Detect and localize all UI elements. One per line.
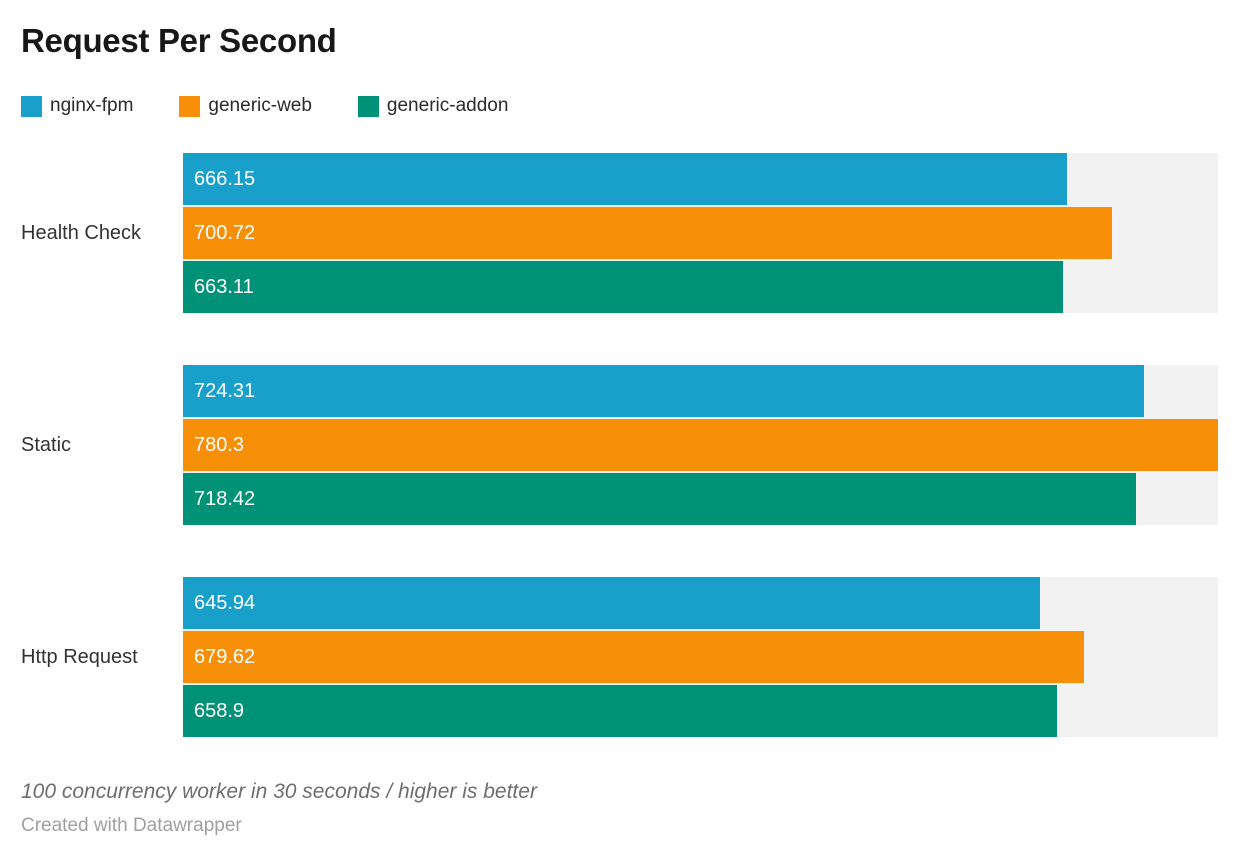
bar-value-label: 679.62 bbox=[194, 645, 256, 668]
bar-generic-addon-http-request: 658.9 bbox=[183, 685, 1057, 737]
legend-label: generic-addon bbox=[386, 95, 509, 116]
bar-generic-addon-static: 718.42 bbox=[183, 473, 1136, 525]
chart-note: 100 concurrency worker in 30 seconds / h… bbox=[21, 780, 537, 803]
bar-value-label: 718.42 bbox=[194, 487, 256, 510]
bar-value-label: 724.31 bbox=[194, 379, 256, 402]
bar-value-label: 666.15 bbox=[194, 167, 256, 190]
legend-item-generic-addon: generic-addon bbox=[357, 95, 509, 117]
legend-label: nginx-fpm bbox=[50, 95, 134, 116]
category-label: Health Check bbox=[21, 221, 142, 244]
bar-value-label: 700.72 bbox=[194, 221, 256, 244]
bar-generic-addon-health-check: 663.11 bbox=[183, 261, 1063, 313]
bar-value-label: 663.11 bbox=[194, 275, 254, 298]
legend-swatch-icon bbox=[21, 95, 42, 117]
datawrapper-attribution: Created with Datawrapper bbox=[21, 815, 242, 836]
bar-group-http-request: Http Request 645.94 679.62 658.9 bbox=[21, 577, 1218, 737]
legend-item-generic-web: generic-web bbox=[179, 95, 312, 117]
bar-group-health-check: Health Check 666.15 700.72 663.11 bbox=[21, 153, 1218, 313]
bar-value-label: 645.94 bbox=[194, 591, 256, 614]
legend-swatch-icon bbox=[357, 95, 379, 117]
bar-track: 645.94 679.62 658.9 bbox=[183, 577, 1218, 737]
bar-nginx-fpm-static: 724.31 bbox=[183, 365, 1144, 417]
bar-group-static: Static 724.31 780.3 718.42 bbox=[21, 365, 1218, 525]
bar-chart: Health Check 666.15 700.72 663.11 Static 724.… bbox=[21, 153, 1218, 737]
bar-nginx-fpm-http-request: 645.94 bbox=[183, 577, 1040, 629]
legend-swatch-icon bbox=[179, 95, 201, 117]
bar-generic-web-http-request: 679.62 bbox=[183, 631, 1085, 683]
bar-nginx-fpm-health-check: 666.15 bbox=[183, 153, 1067, 205]
category-label: Static bbox=[21, 433, 72, 456]
legend: nginx-fpm generic-web generic-addon bbox=[21, 95, 1218, 117]
legend-label: generic-web bbox=[208, 95, 312, 116]
bar-value-label: 780.3 bbox=[194, 433, 245, 456]
bar-track: 724.31 780.3 718.42 bbox=[183, 365, 1218, 525]
legend-item-nginx-fpm: nginx-fpm bbox=[21, 95, 133, 117]
bar-value-label: 658.9 bbox=[194, 699, 245, 722]
bar-track: 666.15 700.72 663.11 bbox=[183, 153, 1218, 313]
chart-title: Request Per Second bbox=[21, 22, 337, 59]
bar-generic-web-health-check: 700.72 bbox=[183, 207, 1113, 259]
category-label: Http Request bbox=[21, 645, 138, 668]
bar-generic-web-static: 780.3 bbox=[183, 419, 1218, 471]
